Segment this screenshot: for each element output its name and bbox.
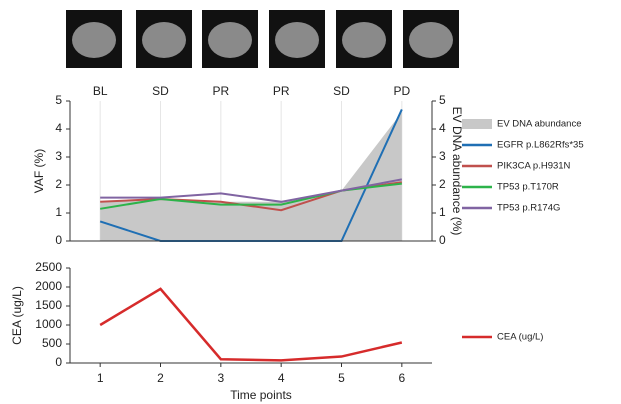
y2-tick-label: 0 (439, 233, 446, 247)
y-axis-label: CEA (ug/L) (10, 286, 24, 345)
x-tick-label: 5 (338, 371, 345, 385)
x-axis-label: Time points (230, 388, 292, 402)
x-tick-label: 6 (398, 371, 405, 385)
ct-body (342, 22, 386, 58)
y-tick-label: 2 (55, 177, 62, 191)
legend-label: CEA (ug/L) (497, 332, 543, 343)
y-tick-label: 500 (42, 336, 62, 350)
area (100, 112, 402, 241)
y-axis-label: VAF (%) (32, 149, 46, 193)
y2-axis-label: EV DNA abundance (%) (450, 107, 464, 236)
x-tick-label: 4 (278, 371, 285, 385)
y2-tick-label: 4 (439, 121, 446, 135)
y2-tick-label: 5 (439, 93, 446, 107)
x-category-label: PR (273, 84, 290, 98)
x-category-label: PR (212, 84, 229, 98)
y-tick-label: 2500 (35, 260, 62, 274)
y-tick-label: 0 (55, 233, 62, 247)
x-category-label: SD (152, 84, 169, 98)
legend-label: TP53 p.R174G (497, 203, 560, 214)
ct-body (208, 22, 252, 58)
y2-tick-label: 2 (439, 177, 446, 191)
legend-label: EGFR p.L862Rfs*35 (497, 140, 584, 151)
x-category-label: SD (333, 84, 350, 98)
legend-label: TP53 p.T170R (497, 182, 559, 193)
x-category-label: PD (393, 84, 410, 98)
ct-body (72, 22, 116, 58)
y-tick-label: 1000 (35, 317, 62, 331)
y-tick-label: 0 (55, 355, 62, 369)
x-category-label: BL (93, 84, 108, 98)
ct-body (142, 22, 186, 58)
line (100, 178, 403, 203)
legend-swatch (462, 119, 492, 129)
y-tick-label: 1 (55, 205, 62, 219)
line (99, 287, 403, 362)
y-tick-label: 4 (55, 121, 62, 135)
y-tick-label: 1500 (35, 298, 62, 312)
x-tick-label: 2 (157, 371, 164, 385)
ct-images (66, 10, 459, 68)
y-tick-label: 5 (55, 93, 62, 107)
y2-tick-label: 3 (439, 149, 446, 163)
ct-body (275, 22, 319, 58)
x-tick-label: 3 (217, 371, 224, 385)
x-tick-label: 1 (97, 371, 104, 385)
y-tick-label: 3 (55, 149, 62, 163)
y-tick-label: 2000 (35, 279, 62, 293)
ct-body (409, 22, 453, 58)
y2-tick-label: 1 (439, 205, 446, 219)
legend-label: EV DNA abundance (497, 119, 582, 130)
legend-label: PIK3CA p.H931N (497, 161, 571, 172)
